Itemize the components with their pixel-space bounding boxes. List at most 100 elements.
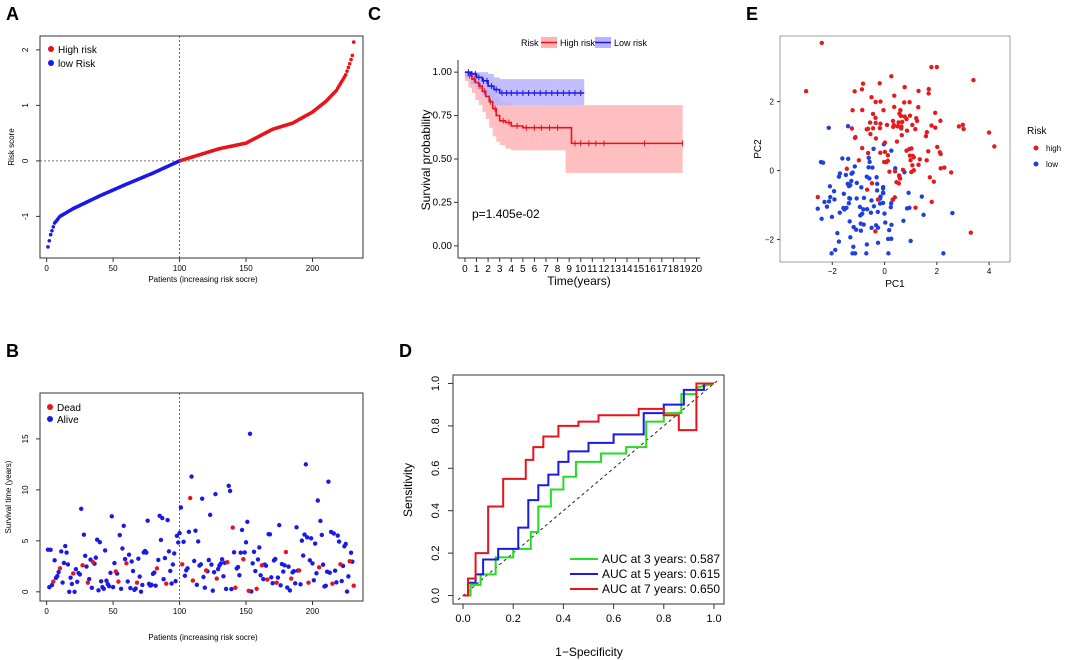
low-risk-point [828, 194, 833, 200]
alive-point [242, 550, 247, 555]
alive-point [221, 574, 226, 579]
high-risk-point [986, 130, 992, 135]
dead-point [214, 576, 219, 581]
alive-point [108, 570, 113, 575]
y-tick-label: 1.00 [433, 67, 453, 78]
high-risk-point [868, 131, 873, 137]
high-risk-point [892, 195, 898, 200]
high-risk-point [864, 187, 870, 192]
high-risk-point [896, 181, 902, 186]
low-risk-point [845, 123, 851, 129]
risk-point [51, 225, 56, 229]
dead-point [347, 559, 352, 564]
legend-title: Risk [521, 38, 539, 48]
dead-point [241, 556, 246, 562]
alive-point [170, 562, 176, 567]
low-risk-point [842, 207, 847, 212]
low-risk-point [880, 184, 886, 190]
high-risk-point [853, 134, 858, 140]
high-risk-point [935, 144, 940, 150]
low-risk-point [864, 242, 870, 247]
reference-lines [40, 36, 363, 258]
low-risk-point [859, 185, 864, 190]
y-axis-label: Sensitivity [401, 463, 415, 517]
alive-point [104, 578, 109, 583]
alive-point [245, 519, 250, 525]
alive-point [269, 575, 274, 580]
alive-point [335, 533, 340, 538]
low-risk-point [889, 148, 894, 153]
plot-frame [452, 374, 725, 605]
low-risk-point [815, 206, 820, 211]
legend-label-7-years: AUC at 7 years: 0.650 [602, 582, 720, 596]
y-tick-label: 0 [21, 158, 30, 163]
low-risk-point [864, 206, 870, 212]
x-axis-ticks: 0 50 100 150 200 [44, 601, 320, 616]
low-risk-point [845, 156, 851, 162]
alive-point [102, 548, 108, 553]
low-risk-point [886, 251, 891, 256]
high-risk-point [900, 167, 906, 172]
dead-point [164, 581, 169, 586]
low-risk-point [831, 188, 837, 194]
low-risk-point [852, 251, 858, 256]
y-tick-label: 0.0 [430, 588, 442, 603]
dead-point [188, 495, 193, 501]
risk-point [46, 245, 50, 249]
alive-point [106, 584, 112, 589]
alive-point [235, 564, 241, 570]
low-risk-point [861, 207, 866, 212]
alive-point [293, 581, 298, 586]
high-risk-point [819, 40, 825, 46]
low-risk-point [885, 236, 891, 242]
legend-label-alive: Alive [57, 415, 79, 426]
alive-point [304, 535, 310, 540]
high-risk-point [878, 150, 883, 155]
high-risk-point [917, 157, 922, 162]
alive-point [318, 518, 323, 524]
high-risk-point [924, 129, 930, 135]
low-risk-point [858, 213, 863, 218]
legend: Risk High risk Low risk [521, 37, 648, 48]
alive-point [182, 573, 188, 578]
low-risk-point [880, 200, 886, 206]
high-risk-point [899, 132, 904, 138]
alive-point [314, 571, 319, 576]
alive-point [96, 588, 101, 593]
x-tick-label: 0.2 [506, 613, 521, 625]
alive-point [52, 558, 57, 563]
high-risk-point [909, 169, 914, 175]
low-risk-point [888, 205, 894, 210]
alive-point [215, 566, 221, 572]
x-tick-label: 0 [44, 607, 49, 616]
alive-point [206, 557, 212, 563]
alive-point [185, 566, 190, 571]
high-risk-point [960, 122, 966, 127]
alive-point [82, 553, 88, 559]
y-tick-label: 0 [21, 589, 30, 594]
alive-point [144, 550, 149, 555]
alive-point [298, 582, 303, 587]
x-axis-ticks: −2 0 2 4 [828, 262, 992, 276]
y-axis-ticks: −2 0 2 [765, 98, 780, 245]
high-risk-point [913, 205, 918, 210]
high-risk-point [884, 122, 890, 128]
low-risk-point [869, 198, 874, 203]
low-risk-point [875, 240, 881, 246]
x-tick-label: 5 [520, 264, 526, 275]
low-risk-point [868, 210, 874, 215]
alive-point [168, 568, 173, 574]
alive-point [343, 541, 348, 547]
plot-frame [39, 35, 364, 259]
high-risk-point [926, 149, 931, 154]
alive-point [77, 572, 83, 577]
risk-point [351, 40, 356, 44]
high-risk-point [898, 107, 903, 113]
alive-point [218, 561, 223, 566]
risk-point [343, 73, 348, 77]
low-risk-point [907, 205, 912, 211]
high-risk-point [938, 166, 943, 171]
dead-point [338, 562, 343, 567]
alive-point [303, 462, 309, 467]
low-risk-point [837, 210, 842, 215]
